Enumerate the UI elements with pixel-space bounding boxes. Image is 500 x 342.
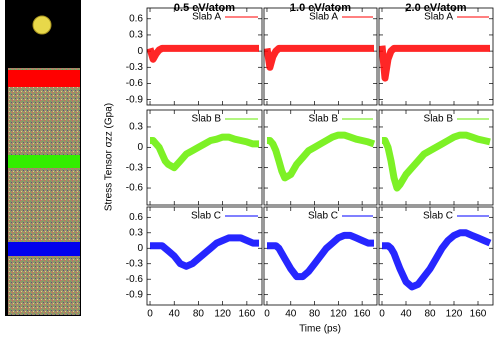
- y-tick-label: 0.3: [129, 122, 143, 133]
- data-band: [149, 133, 259, 172]
- panel: 0 40 80 120 160 Slab C: [378, 206, 494, 320]
- y-tick-label: -0.6: [126, 274, 144, 285]
- y-axis-label: Stress Tensor σzz (Gpa): [104, 103, 115, 211]
- simulation-image: [5, 0, 81, 316]
- data-band: [266, 131, 376, 182]
- y-tick-label: 0.6: [129, 13, 143, 24]
- panel: 0.3 0 -0.3 -0.6 Slab B: [126, 109, 263, 206]
- x-tick-label: 40: [285, 309, 297, 320]
- panel-frame: [378, 109, 494, 206]
- x-tick-label: 0: [147, 309, 153, 320]
- panel: Slab B: [378, 109, 494, 206]
- x-tick-label: 120: [330, 309, 347, 320]
- data-band: [266, 231, 374, 281]
- legend-label: Slab B: [192, 114, 222, 125]
- x-tick-label: 120: [446, 309, 463, 320]
- legend-label: Slab B: [309, 114, 339, 125]
- legend-label: Slab B: [424, 114, 454, 125]
- panel-frame: [378, 206, 494, 306]
- x-tick-label: 160: [239, 309, 256, 320]
- y-tick-label: -0.6: [126, 78, 144, 89]
- x-tick-label: 0: [379, 309, 385, 320]
- panel: 0 40 80 120 160 Slab C: [263, 206, 378, 320]
- x-tick-label: 120: [214, 309, 231, 320]
- y-tick-label: -0.3: [126, 258, 144, 269]
- panel-frame: [263, 206, 378, 306]
- legend-label: Slab C: [308, 211, 338, 222]
- data-band: [147, 44, 259, 63]
- y-tick-label: -0.9: [126, 94, 144, 105]
- y-tick-label: -0.6: [126, 183, 144, 194]
- x-tick-label: 160: [470, 309, 487, 320]
- y-tick-label: 0.3: [129, 30, 143, 41]
- y-tick-label: -0.3: [126, 162, 144, 173]
- data-band: [149, 234, 259, 270]
- legend-label: Slab A: [424, 12, 453, 23]
- x-tick-label: 40: [169, 309, 181, 320]
- panel-frame: [378, 7, 494, 106]
- legend-label: Slab C: [191, 211, 221, 222]
- panel: Slab B: [263, 109, 378, 206]
- x-tick-label: 160: [354, 309, 371, 320]
- y-tick-label: 0: [137, 142, 143, 153]
- y-tick-label: 0.3: [129, 227, 143, 238]
- panel-frame: [263, 109, 378, 206]
- panel-frame: [146, 109, 263, 206]
- y-tick-label: -0.9: [126, 289, 144, 300]
- x-axis-label: Time (ps): [299, 324, 341, 335]
- panel-frame: [263, 7, 378, 106]
- x-tick-label: 80: [193, 309, 205, 320]
- y-tick-label: 0: [137, 243, 143, 254]
- x-tick-label: 80: [309, 309, 321, 320]
- x-tick-label: 40: [400, 309, 412, 320]
- x-tick-label: 0: [264, 309, 270, 320]
- y-tick-label: 0: [137, 46, 143, 57]
- data-band: [381, 131, 491, 192]
- y-tick-label: -0.3: [126, 62, 144, 73]
- y-tick-label: 0.6: [129, 212, 143, 223]
- legend-label: Slab A: [192, 12, 221, 23]
- panel-frame: [146, 206, 263, 306]
- panel-frame: [146, 7, 263, 106]
- data-band: [264, 44, 374, 71]
- panel: 0.6 0.3 0 -0.3 -0.6 -0.9 Slab A: [126, 7, 263, 106]
- legend-label: Slab C: [423, 211, 453, 222]
- legend-label: Slab A: [309, 12, 338, 23]
- panel: Slab A: [378, 7, 494, 106]
- panel: Slab A: [263, 7, 378, 106]
- data-band: [381, 229, 492, 291]
- x-tick-label: 80: [424, 309, 436, 320]
- data-band: [379, 44, 490, 82]
